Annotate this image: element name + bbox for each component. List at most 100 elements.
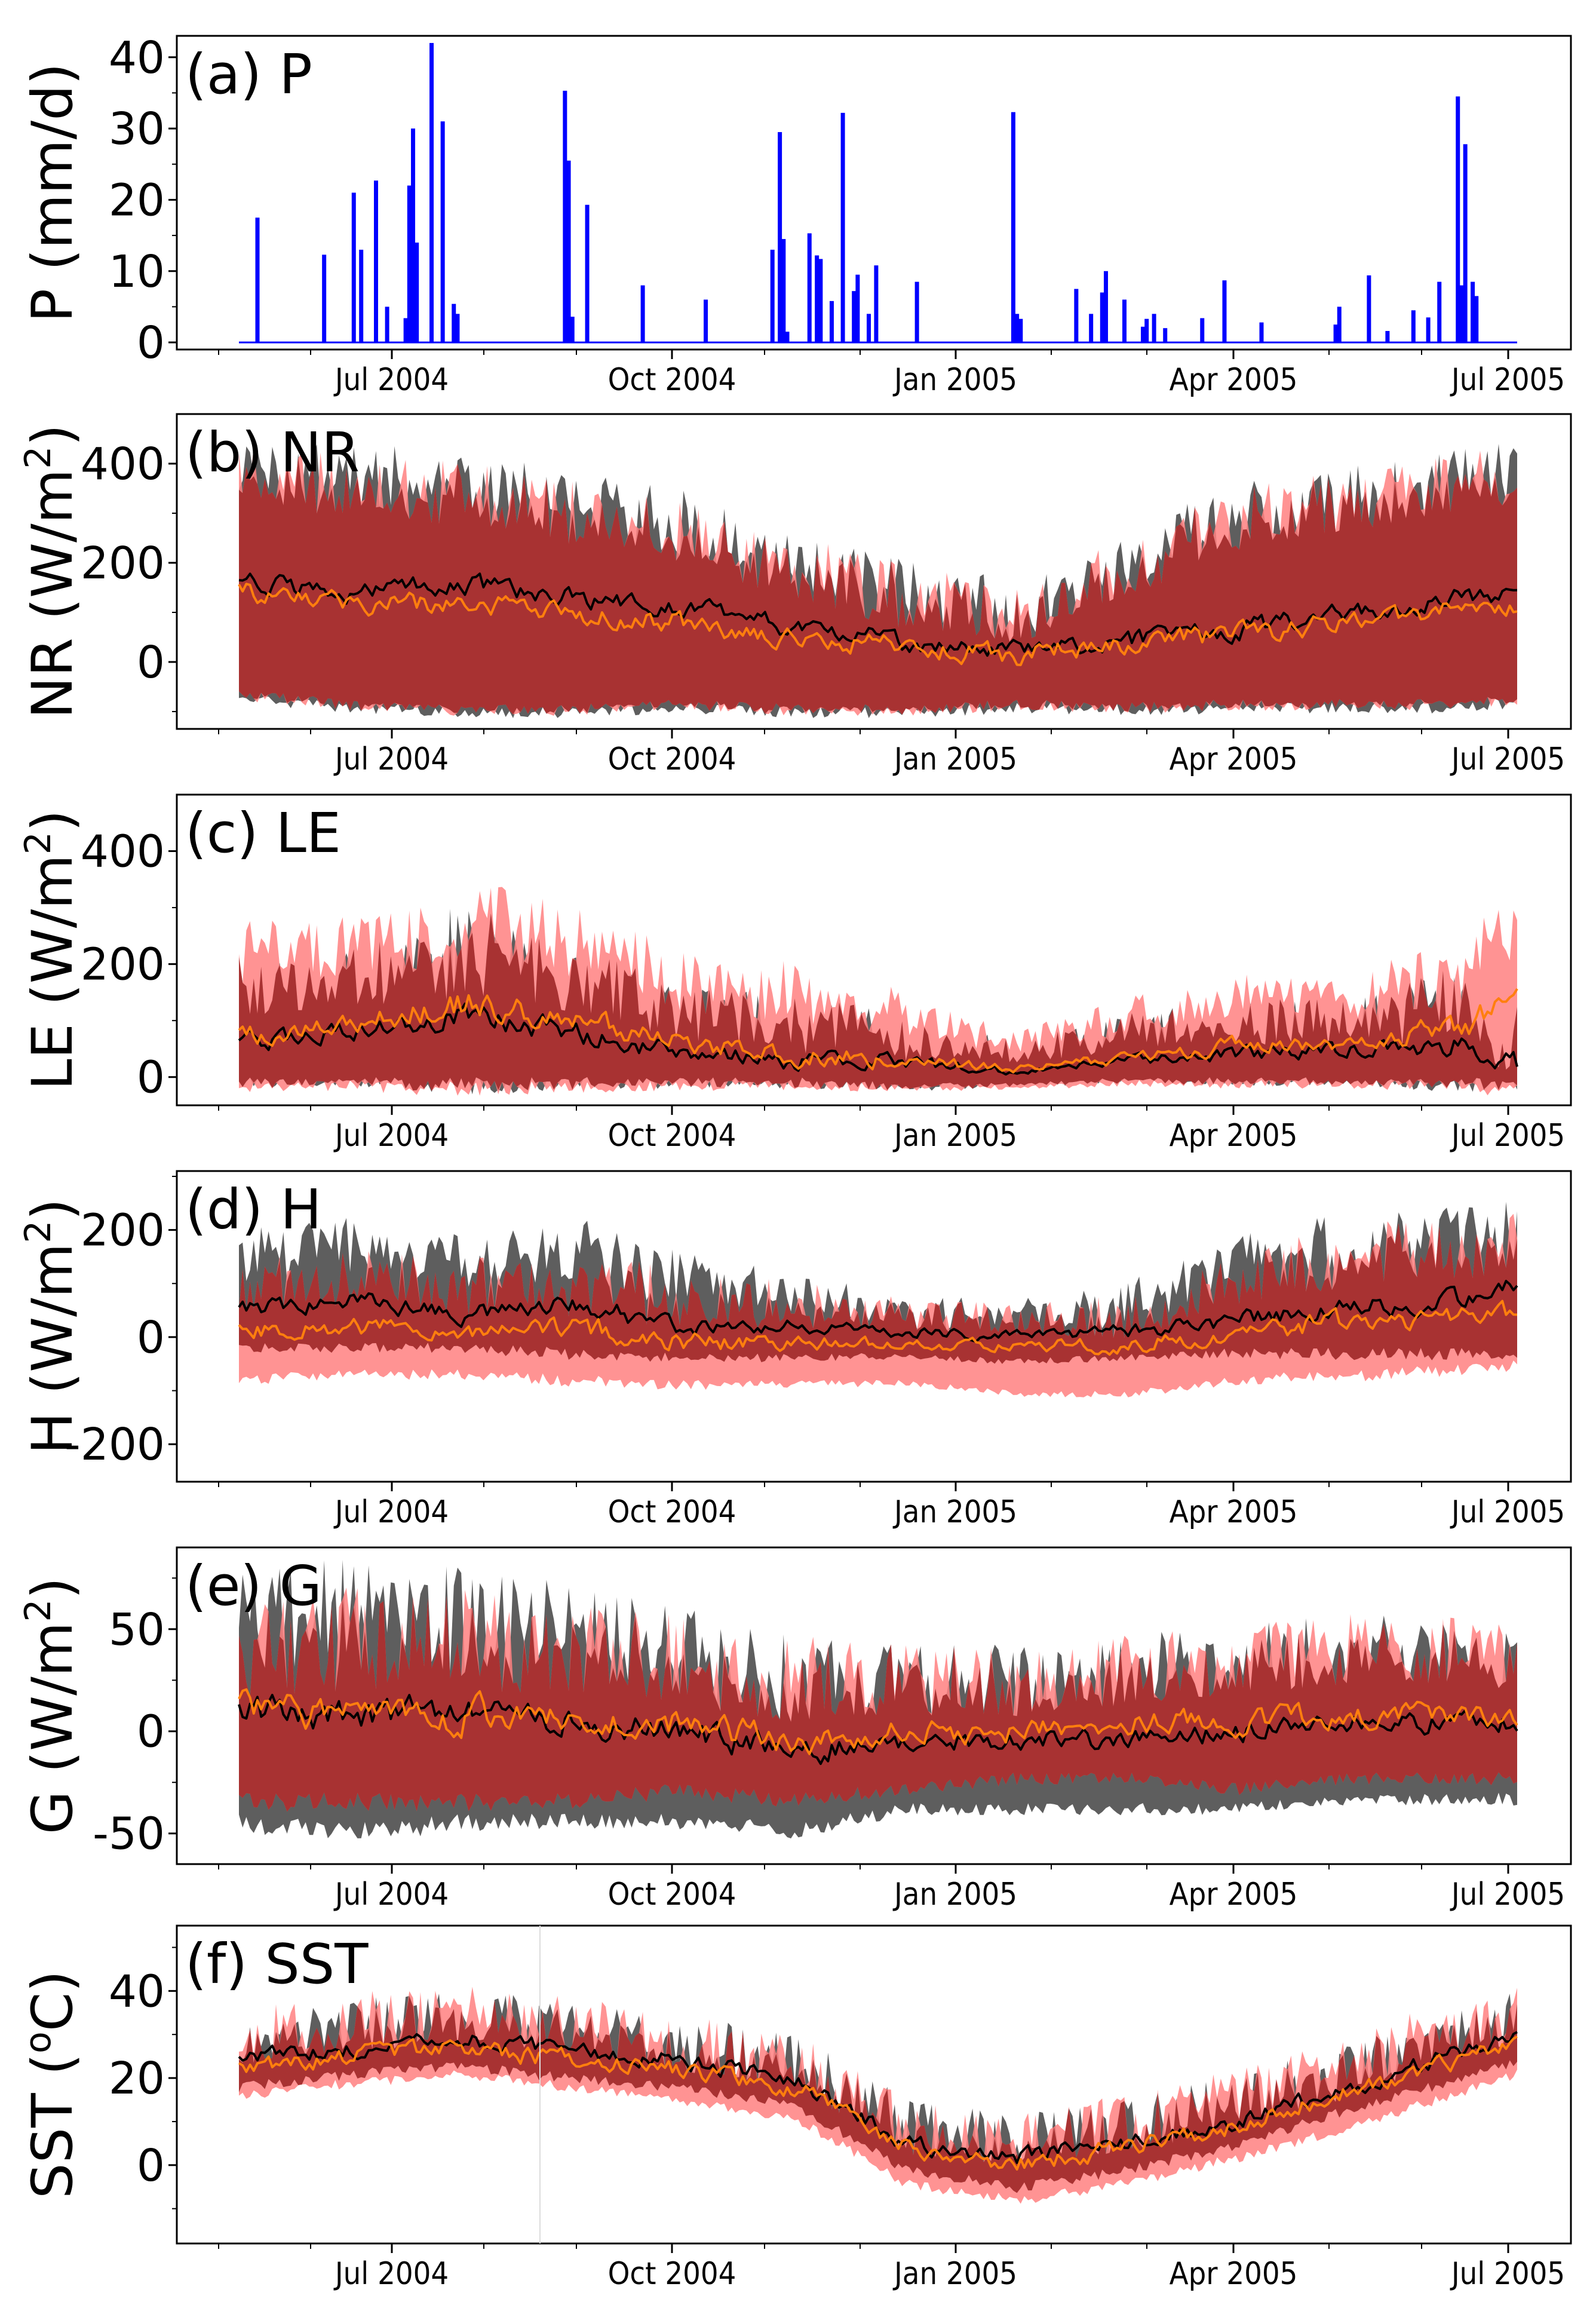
y-tick-label: 0: [137, 1052, 165, 1104]
precip-bar: [1015, 314, 1020, 343]
y-axis-label: G (W/m2): [17, 1577, 85, 1834]
x-tick-label: Apr 2005: [1170, 2256, 1298, 2292]
plot-frame: [176, 1170, 1572, 1483]
panel-1-axes: 0 200 400 Jul 2004 Oct 2004 Jan 2005 Apr 2005 J…: [17, 413, 1572, 777]
precip-bar: [640, 285, 645, 343]
x-tick-label: Oct 2004: [608, 1494, 736, 1530]
precip-bar: [1367, 275, 1371, 343]
y-tick-label: -50: [93, 1809, 165, 1860]
precip-bar: [1200, 318, 1205, 343]
precip-bar: [852, 291, 857, 343]
observed-mean-line: [238, 1280, 1518, 1343]
precip-bar: [829, 301, 834, 343]
observed-mean-line: [238, 572, 1518, 657]
plot-frame: [176, 1924, 1572, 2245]
y-axis-label: LE (W/m2): [17, 810, 85, 1090]
panel-4-axes: -50 0 50 Jul 2004 Oct 2004 Jan 2005 Apr 2005 Ju…: [17, 1546, 1572, 1912]
y-tick-label: 20: [109, 174, 165, 226]
panel-2-axes: 0 200 400 Jul 2004 Oct 2004 Jan 2005 Apr 2005 J…: [17, 793, 1572, 1154]
x-tick-label: Jul 2005: [1450, 741, 1565, 777]
precip-bar: [1426, 317, 1431, 343]
precip-bar: [1103, 271, 1108, 343]
precip-bar: [1141, 326, 1146, 343]
plot-frame: [176, 1546, 1572, 1865]
precip-bar: [1074, 289, 1079, 343]
precip-bar: [866, 314, 871, 343]
precip-bar: [403, 318, 408, 343]
precip-bar: [1018, 318, 1023, 343]
precip-bar: [1337, 307, 1342, 343]
x-tick-label: Jan 2005: [892, 1118, 1017, 1154]
precip-bar: [818, 259, 823, 343]
panel-title: (f) SST: [185, 1932, 369, 1996]
precip-bar: [440, 121, 445, 343]
precip-bar: [1471, 281, 1475, 343]
x-tick-label: Jan 2005: [892, 1494, 1017, 1530]
precip-bar: [770, 249, 775, 343]
x-tick-label: Apr 2005: [1170, 741, 1298, 777]
precip-bar: [855, 274, 860, 343]
x-tick-label: Jul 2004: [333, 1877, 449, 1912]
y-tick-label: 30: [109, 103, 165, 155]
precip-bar: [452, 304, 456, 343]
plot-frame: [176, 413, 1572, 730]
precip-bar: [1163, 328, 1168, 343]
precip-bar: [429, 42, 434, 343]
y-tick-label: 200: [81, 1205, 165, 1256]
precip-bars: [239, 42, 1517, 344]
precip-bar: [1459, 285, 1464, 343]
x-tick-label: Oct 2004: [608, 362, 736, 398]
precip-bar: [1333, 324, 1338, 343]
x-tick-label: Jul 2004: [333, 1494, 449, 1530]
model-mean-line: [238, 2035, 1518, 2171]
precip-bar: [778, 132, 782, 343]
precip-bar: [815, 255, 820, 343]
x-tick-label: Apr 2005: [1170, 1494, 1298, 1530]
x-tick-label: Jul 2004: [333, 1118, 449, 1154]
panel-1-data: [238, 444, 1518, 718]
panel-title: (a) P: [185, 42, 312, 106]
x-tick-label: Jan 2005: [892, 2256, 1017, 2292]
x-tick-label: Jul 2004: [333, 741, 449, 777]
y-axis-label: P (mm/d): [20, 63, 85, 322]
precip-bar: [874, 265, 879, 343]
y-tick-label: 200: [81, 538, 165, 589]
panel-4-data: [238, 1559, 1518, 1838]
y-tick-label: -200: [65, 1419, 165, 1470]
panel-title: (e) G: [185, 1554, 322, 1618]
y-tick-label: 400: [81, 439, 165, 490]
y-tick-label: 0: [137, 2140, 165, 2192]
x-tick-label: Jan 2005: [892, 741, 1017, 777]
overlap-range-band: [239, 1596, 1517, 1812]
y-tick-label: 10: [109, 246, 165, 298]
y-tick-label: 0: [137, 1706, 165, 1758]
y-tick-label: 40: [109, 32, 165, 84]
precip-bar: [1144, 318, 1149, 343]
x-tick-label: Jul 2004: [333, 2256, 449, 2292]
x-tick-label: Jul 2005: [1450, 1877, 1565, 1912]
panel-3-axes: -200 0 200 Jul 2004 Oct 2004 Jan 2005 Apr 2005…: [17, 1170, 1572, 1530]
precip-bar: [411, 128, 416, 343]
precip-bar: [840, 112, 845, 343]
precip-bar: [1411, 310, 1416, 343]
precip-bar: [407, 185, 412, 343]
panel-2-data: [238, 887, 1518, 1096]
y-tick-label: 0: [137, 317, 165, 369]
y-tick-label: 400: [81, 826, 165, 878]
x-tick-label: Oct 2004: [608, 1118, 736, 1154]
precip-bar: [1456, 96, 1460, 343]
x-tick-label: Apr 2005: [1170, 362, 1298, 398]
precip-bar: [914, 281, 919, 343]
x-tick-label: Apr 2005: [1170, 1118, 1298, 1154]
plot-frame: [176, 793, 1572, 1107]
precip-bar: [1152, 314, 1156, 343]
x-tick-label: Oct 2004: [608, 741, 736, 777]
precip-bar: [1259, 322, 1264, 343]
model-mean-line: [238, 1299, 1518, 1356]
precip-bar: [1100, 292, 1104, 343]
x-tick-label: Oct 2004: [608, 1877, 736, 1912]
panel-5-axes: 0 20 40 Jul 2004 Oct 2004 Jan 2005 Apr 2005 Jul…: [17, 1924, 1572, 2292]
x-tick-label: Jul 2005: [1450, 362, 1565, 398]
precip-bar: [351, 192, 356, 343]
